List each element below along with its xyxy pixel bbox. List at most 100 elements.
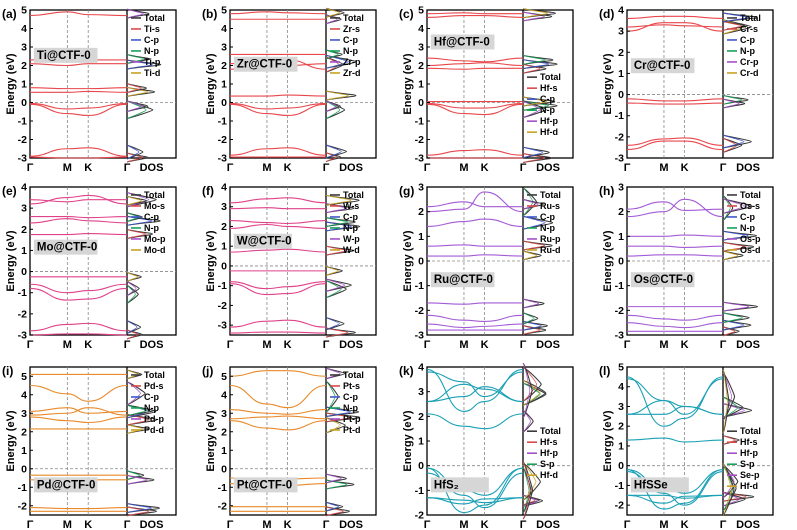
band-line xyxy=(426,244,523,247)
band-line xyxy=(426,149,524,156)
legend-entry: Total xyxy=(343,13,364,23)
x-tick-label: K xyxy=(481,162,489,174)
y-tick-label: 1 xyxy=(21,245,27,257)
band-line xyxy=(426,218,524,228)
band-line xyxy=(29,384,128,402)
panel-i: -2 -1 0 1 2 3 4 5 Energy (eV) Γ M K Γ DOS (i) Pd@CTF-0 T… xyxy=(2,364,177,530)
legend-entry: Ti-p xyxy=(144,57,161,67)
dos-partial-peak xyxy=(722,369,728,434)
y-axis-label: Energy (eV) xyxy=(402,53,414,114)
dos-total-peak xyxy=(522,409,534,433)
y-tick-label: -2 xyxy=(615,500,624,512)
y-axis-label: Energy (eV) xyxy=(402,410,414,471)
y-axis-label: Energy (eV) xyxy=(205,53,217,114)
band-line xyxy=(29,507,128,510)
y-tick-label: -1 xyxy=(18,287,27,299)
y-tick-label: 2 xyxy=(618,206,624,218)
band-line xyxy=(229,219,327,225)
dos-partial-peak xyxy=(126,229,147,239)
band-line xyxy=(229,384,327,409)
dos-label: DOS xyxy=(736,339,760,351)
band-line xyxy=(426,383,524,403)
band-line xyxy=(626,140,724,151)
y-tick-label: 2 xyxy=(21,426,27,438)
y-tick-label: -1 xyxy=(218,116,227,128)
dos-partial-peak xyxy=(126,424,144,434)
band-line xyxy=(626,201,724,211)
x-tick-label: Γ xyxy=(424,162,431,174)
x-tick-label: Γ xyxy=(624,162,631,174)
x-tick-label: K xyxy=(481,339,489,351)
dos-partial-peak xyxy=(325,7,340,18)
band-line xyxy=(29,283,128,294)
y-tick-label: -2 xyxy=(218,134,227,146)
dos-total-peak xyxy=(722,464,739,499)
legend-entry: Total xyxy=(343,190,364,200)
y-tick-label: -1 xyxy=(415,485,424,497)
x-tick-label: K xyxy=(681,339,689,351)
panel-letter: (e) xyxy=(2,184,17,198)
y-tick-label: 4 xyxy=(618,5,624,17)
y-axis-label: Energy (eV) xyxy=(602,230,614,291)
y-tick-label: 2 xyxy=(618,421,624,433)
legend-entry: Os-p xyxy=(740,234,761,244)
dos-total-peak xyxy=(722,463,735,516)
band-line xyxy=(626,376,724,427)
y-axis-label: Energy (eV) xyxy=(205,230,217,291)
dos-partial-peak xyxy=(522,362,531,418)
dos-partial-peak xyxy=(126,195,142,206)
y-tick-label: 1 xyxy=(221,79,227,91)
x-tick-label: Γ xyxy=(27,162,34,174)
band-line xyxy=(229,11,327,15)
x-tick-label: Γ xyxy=(520,162,527,174)
y-tick-label: 4 xyxy=(418,362,424,374)
y-tick-label: 0 xyxy=(618,89,624,101)
x-tick-label: K xyxy=(681,519,689,530)
band-line xyxy=(29,156,128,159)
x-tick-label: Γ xyxy=(323,519,330,530)
y-tick-label: 2 xyxy=(418,60,424,72)
dos-partial-peak xyxy=(522,198,539,210)
material-label-box xyxy=(630,477,689,493)
y-tick-label: -3 xyxy=(415,153,424,165)
legend-entry: Hf-s xyxy=(540,437,558,447)
dos-partial-peak xyxy=(325,194,352,206)
band-line xyxy=(426,323,524,329)
band-line xyxy=(426,67,523,70)
dos-partial-peak xyxy=(522,11,545,22)
dos-partial-peak xyxy=(126,474,148,485)
legend-entry: Zr-d xyxy=(343,68,361,78)
y-tick-label: 3 xyxy=(618,401,624,413)
dos-partial-peak xyxy=(522,59,549,70)
x-tick-label: Γ xyxy=(323,339,330,351)
dos-total-peak xyxy=(522,312,539,325)
x-tick-label: M xyxy=(262,519,271,530)
dos-total-peak xyxy=(522,461,534,520)
panel-f: -3 -2 -1 0 1 2 3 4 Energy (eV) Γ M K Γ DOS (f) W@CTF-0 T… xyxy=(202,182,377,351)
y-tick-label: 0 xyxy=(418,460,424,472)
y-tick-label: -1 xyxy=(415,280,424,292)
y-tick-label: -1 xyxy=(18,116,27,128)
panel-g: -3 -2 -1 0 1 2 3 Energy (eV) Γ M K Γ DOS (g) Ru@CTF-0 T… xyxy=(399,182,574,351)
legend-entry: Total xyxy=(540,72,561,82)
dos-total-peak xyxy=(522,146,550,159)
band-line xyxy=(626,15,724,20)
legend-entry: N-p xyxy=(343,46,358,56)
legend-entry: N-p xyxy=(740,223,755,233)
y-tick-label: 3 xyxy=(21,42,27,54)
y-tick-label: 2 xyxy=(418,206,424,218)
panel-letter: (i) xyxy=(2,364,13,378)
dos-partial-peak xyxy=(126,271,139,282)
legend-entry: Mo-d xyxy=(144,245,166,255)
dos-total-peak xyxy=(126,404,155,417)
legend-entry: Total xyxy=(343,370,364,380)
band-line xyxy=(229,197,327,204)
band-line xyxy=(426,102,524,109)
legend-entry: C-p xyxy=(540,212,555,222)
y-axis-label: Energy (eV) xyxy=(5,410,17,471)
material-label-box xyxy=(430,272,495,288)
legend-entry: N-p xyxy=(144,403,159,413)
dos-label: DOS xyxy=(140,162,164,174)
x-tick-label: Γ xyxy=(227,519,234,530)
x-tick-label: Γ xyxy=(124,519,131,530)
